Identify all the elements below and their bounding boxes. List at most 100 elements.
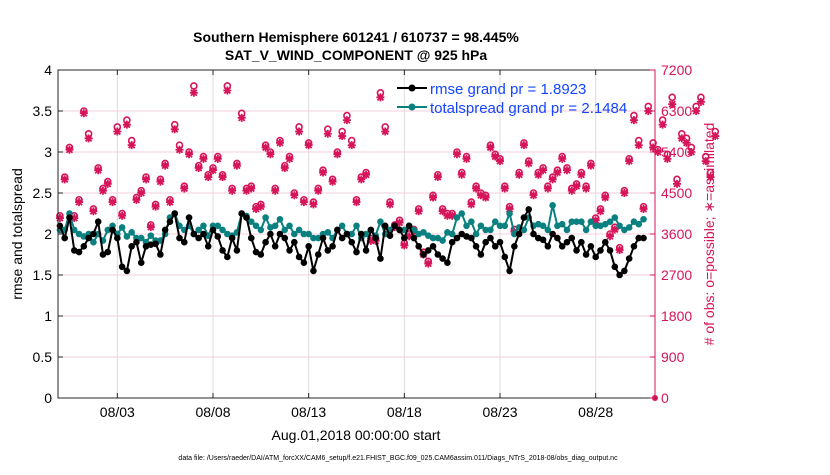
rmse-point: [214, 233, 222, 240]
obs-assimilated-marker: [452, 150, 461, 159]
rmse-point: [157, 251, 164, 258]
rmse-point: [267, 230, 274, 238]
rmse-point: [219, 247, 226, 254]
spread-point: [491, 218, 499, 225]
y2-tick-label: 5400: [661, 144, 692, 160]
obs-assimilated-marker: [165, 198, 174, 207]
rmse-point: [319, 234, 327, 242]
spread-point: [568, 218, 576, 225]
rmse-point: [573, 247, 580, 254]
obs-assimilated-marker: [333, 150, 342, 159]
rmse-point: [300, 259, 308, 267]
rmse-point: [515, 230, 523, 238]
spread-point: [616, 222, 623, 230]
rmse-point: [286, 247, 293, 254]
rmse-point: [305, 243, 312, 250]
obs-assimilated-marker: [433, 173, 442, 182]
y2-tick-label: 1800: [661, 308, 692, 324]
rmse-point: [424, 247, 432, 254]
spread-point: [353, 222, 360, 230]
x-tick-label: 08/23: [482, 404, 517, 420]
rmse-point: [415, 243, 422, 250]
obs-assimilated-marker: [98, 186, 107, 195]
obs-assimilated-marker: [156, 177, 165, 186]
rmse-point: [257, 251, 265, 258]
obs-assimilated-marker: [610, 225, 619, 234]
spread-point: [453, 214, 461, 221]
rmse-point: [243, 214, 250, 221]
obs-assimilated-marker: [385, 200, 394, 209]
obs-assimilated-marker: [486, 143, 495, 152]
rmse-point: [200, 230, 207, 238]
obs-assimilated-marker: [639, 204, 648, 213]
rmse-point: [587, 243, 595, 250]
obs-assimilated-marker: [629, 116, 638, 125]
spread-point: [295, 226, 303, 234]
y2-tick-label: 4500: [661, 185, 692, 201]
rmse-point: [295, 253, 303, 261]
obs-assimilated-marker: [228, 186, 237, 195]
rmse-point: [271, 243, 279, 250]
obs-assimilated-marker: [586, 161, 595, 170]
spread-point: [496, 222, 504, 230]
rmse-point: [161, 226, 169, 234]
obs-assimilated-marker: [319, 168, 328, 177]
spread-point: [147, 232, 155, 239]
spread-point: [511, 230, 518, 238]
spread-point: [281, 226, 289, 234]
rmse-point: [539, 236, 547, 244]
rmse-point: [357, 230, 365, 238]
obs-assimilated-marker: [213, 154, 222, 163]
rmse-point: [582, 251, 590, 258]
rmse-point: [224, 253, 231, 261]
obs-assimilated-marker: [204, 173, 213, 182]
y-tick-label: 1.5: [33, 267, 53, 283]
obs-assimilated-marker: [275, 138, 284, 147]
rmse-point: [185, 214, 193, 221]
obs-assimilated-marker: [405, 232, 414, 241]
obs-assimilated-marker: [108, 198, 117, 207]
spread-point: [338, 222, 346, 230]
rmse-point: [501, 253, 509, 261]
rmse-point: [578, 238, 585, 246]
spread-point: [324, 229, 332, 236]
obs-assimilated-marker: [601, 193, 610, 202]
rmse-point: [386, 232, 394, 239]
obs-assimilated-marker: [649, 143, 658, 152]
obs-assimilated-marker: [572, 182, 581, 191]
obs-assimilated-marker: [543, 184, 552, 193]
spread-point: [635, 220, 643, 228]
spread-point: [247, 218, 255, 225]
spread-point: [219, 226, 226, 234]
spread-point: [544, 226, 552, 234]
legend-spread-label: totalspread grand pr = 2.1484: [430, 100, 627, 117]
rmse-point: [434, 251, 442, 258]
rmse-point: [635, 234, 643, 242]
obs-assimilated-marker: [476, 191, 485, 200]
obs-assimilated-marker: [285, 154, 294, 163]
legend-rmse-label: rmse grand pr = 1.8923: [430, 81, 586, 98]
spread-point: [487, 226, 494, 234]
chart-title-line1: Southern Hemisphere 601241 / 610737 = 98…: [193, 29, 519, 45]
obs-assimilated-marker: [562, 166, 571, 175]
obs-assimilated-marker: [534, 170, 543, 179]
rmse-point: [233, 247, 241, 254]
y2-tick-label: 7200: [661, 62, 692, 78]
obs-possible-marker: [190, 82, 198, 90]
rmse-point: [109, 226, 116, 234]
y2-axis-label: # of obs: o=possible; ∗=assimilated: [701, 123, 717, 346]
spread-point: [314, 234, 322, 242]
obs-assimilated-marker: [247, 184, 256, 193]
legend-rmse-marker: [408, 84, 416, 92]
obs-assimilated-marker: [376, 93, 385, 102]
rmse-point: [247, 234, 255, 242]
rmse-point: [276, 230, 284, 238]
rmse-point: [118, 263, 126, 271]
obs-assimilated-marker: [122, 120, 131, 129]
spread-point: [276, 215, 284, 223]
obs-assimilated-marker: [256, 202, 265, 211]
x-tick-label: 08/03: [100, 404, 135, 420]
spread-point: [482, 226, 489, 234]
spread-point: [458, 210, 466, 217]
